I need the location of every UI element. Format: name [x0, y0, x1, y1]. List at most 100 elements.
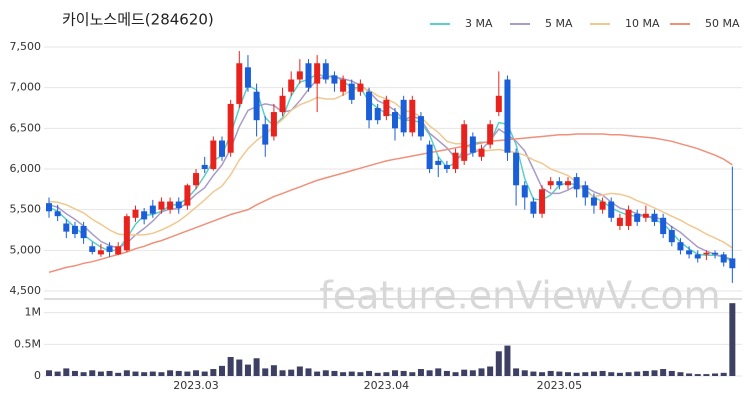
volume-bar	[305, 368, 312, 376]
plot-background	[44, 36, 742, 376]
candle-body	[599, 201, 606, 210]
volume-bar	[504, 345, 511, 376]
candle-body	[452, 152, 459, 169]
volume-bar	[478, 368, 485, 376]
candle-body	[357, 83, 364, 92]
candle-body	[219, 140, 225, 157]
candle-body	[54, 211, 61, 217]
candle-body	[193, 173, 200, 186]
candle-body	[123, 216, 130, 251]
candle-body	[46, 203, 52, 212]
watermark: feature.enViewV.com	[319, 274, 720, 318]
volume-bar	[599, 370, 606, 376]
volume-bar	[556, 371, 563, 376]
candle-body	[565, 181, 571, 186]
y-tick-label: 5,000	[10, 243, 42, 256]
candle-body	[149, 205, 156, 214]
candle-body	[409, 99, 416, 133]
volume-bar	[253, 358, 260, 376]
candle-body	[184, 185, 191, 206]
volume-bar	[634, 371, 641, 376]
volume-bar	[331, 370, 338, 376]
volume-bar	[340, 372, 347, 376]
volume-bar	[63, 368, 70, 376]
candle-body	[322, 63, 329, 80]
volume-bar	[461, 369, 468, 376]
candle-body	[348, 83, 355, 100]
volume-bar	[244, 364, 251, 376]
legend-label: 3 MA	[465, 17, 493, 30]
moving-average-line	[48, 72, 733, 263]
volume-bar	[279, 370, 286, 376]
volume-tick-label: 0.5M	[14, 337, 41, 350]
volume-bar	[469, 370, 476, 376]
volume-bar	[392, 370, 398, 376]
volume-bar	[123, 370, 130, 376]
candle-body	[71, 225, 78, 235]
volume-bar	[426, 370, 433, 376]
candle-body	[720, 254, 727, 263]
candle-body	[210, 140, 217, 169]
candle-body	[582, 185, 589, 198]
x-tick-label: 2023.04	[364, 379, 410, 392]
candle-body	[331, 75, 338, 84]
volume-bar	[46, 370, 52, 376]
volume-bar	[262, 368, 269, 376]
volume-tick-label: 1M	[25, 306, 42, 319]
volume-bar	[651, 370, 658, 376]
candle-body	[314, 63, 321, 84]
volume-bar	[193, 370, 200, 376]
volume-bar	[322, 370, 329, 376]
candle-body	[478, 148, 485, 157]
volume-bar	[409, 372, 416, 376]
candle-body	[374, 107, 381, 121]
candle-body	[556, 181, 563, 186]
y-tick-label: 7,000	[10, 81, 42, 94]
candle-body	[694, 254, 701, 259]
volume-bar	[158, 372, 165, 376]
volume-bar	[694, 374, 701, 376]
candle-body	[175, 201, 182, 209]
moving-average-line	[48, 86, 733, 249]
volume-bar	[201, 371, 208, 376]
volume-bar	[357, 372, 364, 376]
candle-body	[253, 91, 260, 121]
candle-body	[443, 164, 450, 169]
candle-body	[305, 63, 312, 88]
moving-average-line	[48, 75, 733, 261]
y-tick-label: 4,500	[10, 284, 42, 297]
candle-body	[227, 103, 234, 153]
candle-body	[89, 246, 96, 252]
candle-body	[158, 201, 165, 210]
candle-body	[521, 185, 528, 198]
candle-body	[547, 181, 554, 186]
candle-body	[642, 213, 649, 218]
volume-bar	[210, 369, 217, 376]
volume-bar	[547, 370, 554, 376]
volume-bar	[236, 359, 243, 376]
volume-bar	[219, 365, 225, 376]
volume-bar	[539, 372, 546, 376]
legend-label: 10 MA	[625, 17, 660, 30]
volume-bar	[521, 370, 528, 376]
candle-body	[660, 217, 667, 235]
candle-body	[513, 152, 520, 186]
volume-bar	[660, 369, 667, 376]
volume-bar	[495, 351, 502, 376]
volume-bar	[383, 372, 390, 376]
volume-bar	[374, 372, 381, 376]
volume-bar	[452, 372, 459, 376]
candle-body	[80, 225, 87, 239]
volume-bar	[54, 371, 61, 376]
volume-bar	[296, 366, 303, 376]
volume-bar	[97, 371, 104, 376]
volume-bar	[677, 372, 684, 376]
volume-bar	[686, 373, 693, 376]
candle-body	[590, 197, 597, 206]
volume-bar	[487, 366, 494, 376]
volume-bar	[270, 365, 277, 376]
volume-bar	[712, 373, 719, 376]
volume-bar	[573, 372, 580, 376]
volume-bar	[366, 370, 373, 376]
candle-body	[270, 112, 277, 137]
